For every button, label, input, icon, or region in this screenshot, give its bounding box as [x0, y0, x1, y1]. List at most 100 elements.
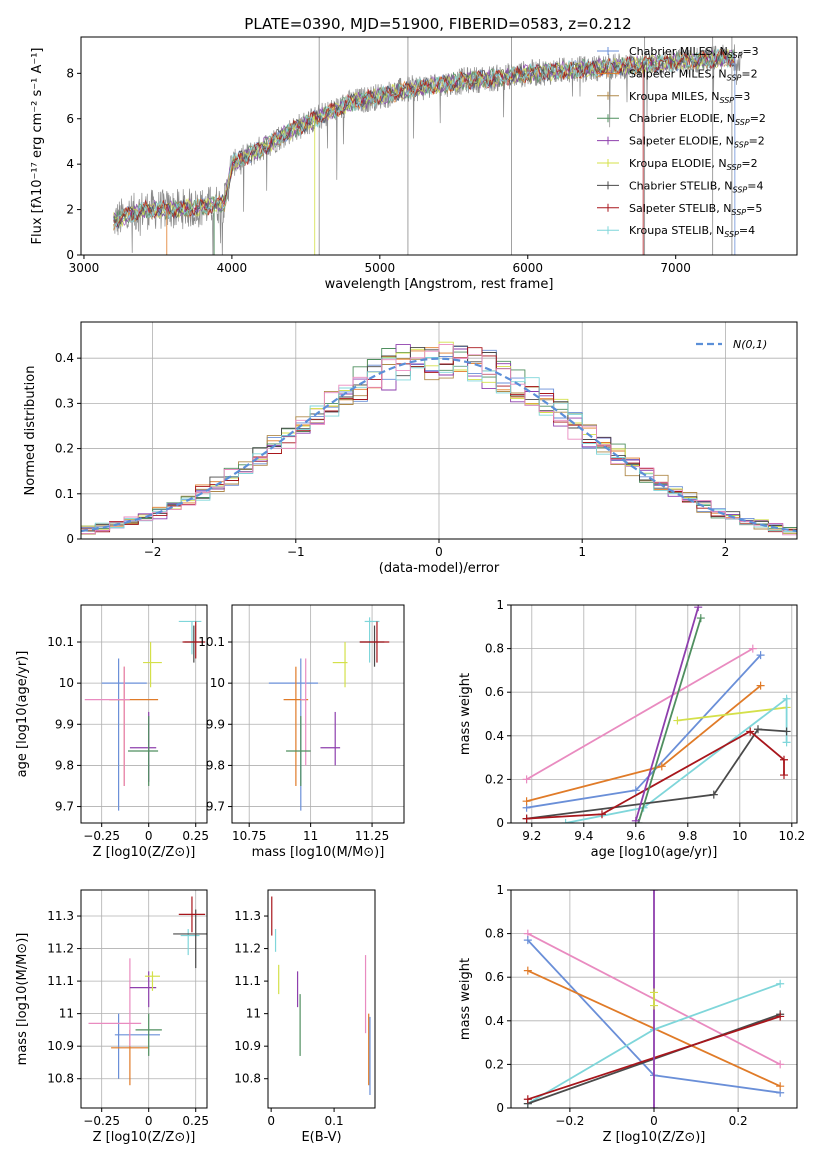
legend-entry: Chabrier MILES, NSSP=3 — [597, 45, 759, 60]
axes-frame — [267, 889, 376, 1109]
x-tick-label: 9.8 — [678, 829, 697, 843]
y-tick-label: 11.3 — [47, 909, 74, 923]
y-axis-label: Flux [fλ10⁻¹⁷ erg cm⁻² s⁻¹ A⁻¹] — [30, 48, 45, 245]
y-tick-label: 0.4 — [55, 351, 74, 365]
y-tick-label: 4 — [66, 157, 74, 171]
y-tick-label: 10 — [210, 676, 225, 690]
x-tick-label: 0.1 — [325, 1114, 344, 1128]
legend-label: Salpeter ELODIE, NSSP=2 — [629, 135, 765, 150]
x-axis-label: E(B-V) — [301, 1130, 341, 1145]
legend-prefix: Salpeter ELODIE, N — [629, 135, 734, 148]
y-tick-label: 11 — [246, 1007, 261, 1021]
y-tick-label: 6 — [66, 112, 74, 126]
errorbar-point — [320, 711, 341, 766]
data-point — [782, 727, 791, 736]
data-point — [522, 814, 531, 823]
data-point — [650, 988, 658, 997]
data-point — [756, 651, 765, 660]
series-line — [526, 728, 787, 820]
y-tick-label: 9.8 — [55, 758, 74, 772]
panel-mass-vs-ebv: 0 0.1 10.8 10.9 11 11.1 11.2 11.3 E(B-V) — [234, 889, 376, 1145]
y-axis-label: age [log10(age/yr)] — [15, 651, 30, 778]
legend-sub: SSP — [735, 118, 750, 127]
x-tick-label: −0.2 — [555, 1114, 584, 1128]
errorbar-point — [300, 658, 307, 766]
x-tick-label: 0 — [435, 545, 443, 559]
axes-frame — [80, 889, 208, 1109]
y-tick-label: 0.8 — [485, 642, 504, 656]
model-spectrum-chabrier-stelib — [113, 49, 736, 230]
x-axis-label: Z [log10(Z/Z⊙)] — [93, 845, 196, 860]
series-line — [526, 685, 762, 803]
data-point — [522, 775, 531, 784]
errorbar-point — [359, 621, 390, 663]
legend-suffix: =2 — [749, 135, 765, 148]
series-pink — [522, 644, 757, 784]
legend-sub: SSP — [731, 208, 746, 217]
data-point — [650, 1104, 658, 1108]
model-spectrum-kroupa-elodie — [113, 49, 736, 227]
plot-area — [88, 896, 207, 1086]
residual-histogram — [81, 344, 797, 536]
x-tick-label: 7000 — [660, 261, 691, 275]
legend-sub: SSP — [728, 51, 743, 60]
y-tick-label: 8 — [66, 66, 74, 80]
plot-area — [81, 341, 797, 536]
legend-entry: Salpeter ELODIE, NSSP=2 — [597, 135, 765, 150]
data-point — [782, 738, 791, 747]
data-point — [523, 936, 532, 945]
legend-entry: N(0,1) — [696, 338, 767, 351]
residual-histogram — [81, 357, 797, 532]
series-line — [634, 606, 700, 822]
legend-suffix: =2 — [750, 112, 766, 125]
errorbar-point — [129, 971, 157, 1008]
legend-entry: Chabrier STELIB, NSSP=4 — [597, 179, 763, 194]
y-axis-label: mass weight — [458, 958, 473, 1040]
series-salpeter-elodie — [631, 605, 703, 823]
legend-sub: SSP — [724, 230, 739, 239]
figure-title: PLATE=0390, MJD=51900, FIBERID=0583, z=0… — [244, 15, 631, 33]
y-tick-label: 0.6 — [485, 685, 504, 699]
series-line — [565, 696, 788, 823]
legend-sub: SSP — [733, 185, 748, 194]
x-tick-label: 11 — [303, 829, 318, 843]
errorbar-point — [84, 666, 130, 786]
errorbar-point — [128, 716, 159, 786]
data-point — [780, 771, 788, 780]
y-tick-label: 10 — [59, 676, 74, 690]
data-point — [780, 755, 788, 764]
legend-sub: SSP — [727, 73, 742, 82]
errorbar-point — [182, 621, 206, 659]
x-axis-label: Z [log10(Z/Z⊙)] — [93, 1130, 196, 1145]
x-tick-label: 3000 — [69, 261, 100, 275]
series-salpeter-miles — [522, 681, 765, 806]
x-axis-label: mass [log10(M/M⊙)] — [252, 845, 385, 860]
plot-area — [84, 620, 206, 811]
data-point — [709, 790, 718, 799]
x-tick-label: 1 — [578, 545, 586, 559]
errorbar-point — [283, 666, 309, 786]
series-line — [526, 730, 785, 820]
errorbar-point — [129, 711, 157, 782]
series-kroupa-elodie — [650, 988, 658, 1010]
legend-label: Kroupa STELIB, NSSP=4 — [629, 224, 755, 239]
x-tick-label: 10 — [732, 829, 747, 843]
data-point — [631, 816, 640, 823]
series-line — [637, 617, 702, 823]
panel-massweight-vs-age: 9.2 9.4 9.6 9.8 10 10.2 0 0.2 0.4 0.6 0.8 1 age [log… — [458, 598, 805, 860]
legend-entry: Kroupa STELIB, NSSP=4 — [597, 224, 755, 239]
legend-label: Chabrier ELODIE, NSSP=2 — [629, 112, 766, 127]
panel-massweight-vs-Z: −0.2 0 0.2 0 0.2 0.4 0.6 0.8 1 Z [log10(Z/Z⊙)] mas… — [458, 883, 798, 1145]
y-tick-label: 11.1 — [234, 974, 261, 988]
x-tick-label: 0 — [650, 1114, 658, 1128]
panel-age-vs-Z: −0.25 0 0.25 9.7 9.8 9.9 10 10.1 Z [log10(Z/Z⊙)]… — [15, 604, 209, 860]
data-point — [696, 614, 705, 623]
legend-sub: SSP — [734, 141, 749, 150]
y-tick-label: 10.1 — [47, 635, 74, 649]
legend-prefix: Chabrier MILES, N — [629, 45, 728, 58]
residual-histogram — [81, 355, 797, 535]
x-tick-label: 11.25 — [355, 829, 389, 843]
legend-suffix: =2 — [741, 157, 757, 170]
x-tick-label: 0.25 — [182, 829, 209, 843]
